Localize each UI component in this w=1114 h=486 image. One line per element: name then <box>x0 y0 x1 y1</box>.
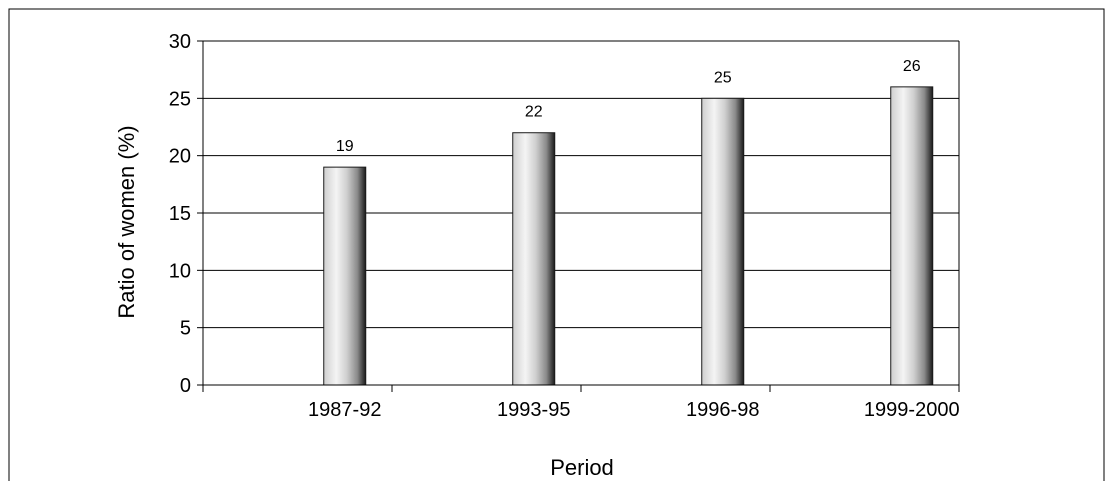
data-label-1996-98: 25 <box>714 69 732 86</box>
bar-1999-2000 <box>890 86 934 386</box>
x-tick-labels: 1987-92 1993-95 1996-98 1999-2000 <box>308 399 960 421</box>
data-labels: 19 22 25 26 <box>336 58 921 155</box>
bar-1993-95 <box>512 132 556 386</box>
y-tick-label: 5 <box>180 318 191 340</box>
x-tick-label-1999-2000: 1999-2000 <box>864 399 960 421</box>
bars <box>323 86 934 386</box>
x-tick-label-1996-98: 1996-98 <box>686 399 759 421</box>
y-tick-label: 10 <box>169 260 191 282</box>
y-tick-label: 0 <box>180 375 191 397</box>
y-axis-title: Ratio of women (%) <box>114 125 139 318</box>
y-tick-label: 15 <box>169 203 191 225</box>
x-axis-title: Period <box>550 455 614 480</box>
chart-border <box>8 8 1105 481</box>
y-tick-label: 20 <box>169 146 191 168</box>
data-label-1987-92: 19 <box>336 138 354 155</box>
y-tick-label: 25 <box>169 88 191 110</box>
bar-1996-98 <box>701 97 745 386</box>
x-tick-label-1993-95: 1993-95 <box>497 399 570 421</box>
x-tick-label-1987-92: 1987-92 <box>308 399 381 421</box>
bar-1987-92 <box>323 166 367 386</box>
y-tick-labels: 0 5 10 15 20 25 30 <box>169 31 191 397</box>
data-label-1999-2000: 26 <box>903 58 921 75</box>
gridlines <box>203 40 959 329</box>
data-label-1993-95: 22 <box>525 104 543 121</box>
y-tick-label: 30 <box>169 31 191 53</box>
axes <box>197 40 960 392</box>
